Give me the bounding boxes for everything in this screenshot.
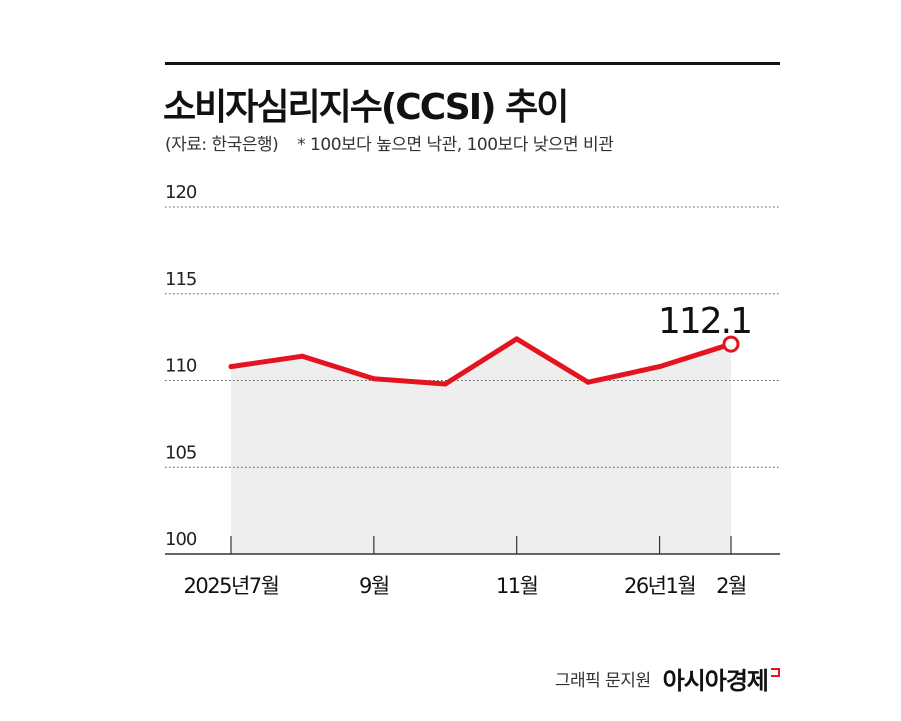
y-tick-label: 105 (165, 442, 196, 463)
x-tick-label: 9월 (359, 574, 389, 598)
latest-value-label: 112.1 (658, 301, 751, 342)
x-tick-label: 26년1월 (624, 574, 695, 598)
data-point (514, 336, 520, 342)
area-fill (231, 338, 731, 554)
data-point (657, 364, 663, 370)
source-note: (자료: 한국은행) (165, 135, 279, 155)
x-tick-label: 2025년7월 (184, 574, 279, 598)
data-point (228, 364, 234, 370)
data-point (585, 379, 591, 385)
latest-point-marker (722, 335, 740, 353)
chart-subtitle: (자료: 한국은행) * 100보다 높으면 낙관, 100보다 낮으면 비관 (165, 130, 614, 155)
ccsi-series-line (228, 336, 734, 387)
y-tick-label: 120 (165, 182, 197, 203)
brand-mark-icon (771, 668, 780, 677)
index-note: * 100보다 높으면 낙관, 100보다 낮으면 비관 (297, 135, 614, 155)
data-point (299, 353, 305, 359)
x-tick-label: 11월 (496, 574, 538, 598)
y-tick-label: 100 (165, 529, 197, 550)
y-tick-label: 110 (165, 356, 197, 377)
data-point (442, 381, 448, 387)
data-point (371, 376, 377, 382)
y-tick-label: 115 (165, 269, 196, 290)
brand-logo: 아시아경제 (662, 667, 769, 695)
chart-title: 소비자심리지수(CCSI) 추이 (163, 87, 569, 128)
x-tick-label: 2월 (716, 574, 746, 598)
graphic-credit: 그래픽 문지원 (554, 671, 651, 691)
title-rule (165, 62, 780, 65)
credit: 그래픽 문지원 아시아경제 (555, 661, 780, 696)
